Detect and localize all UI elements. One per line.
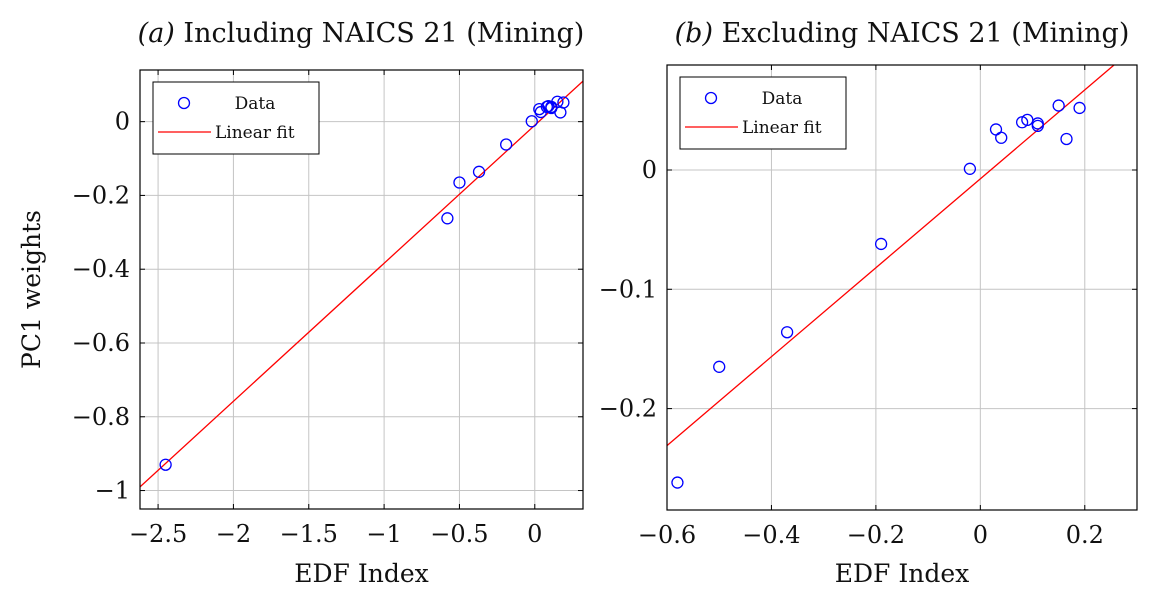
data-point — [874, 237, 888, 251]
y-tick-label: −0.2 — [599, 395, 657, 423]
data-point — [995, 131, 1008, 144]
data-point — [1052, 99, 1065, 112]
legend-label-fit: Linear fit — [742, 118, 822, 138]
data-point — [780, 326, 794, 339]
chart-title-prefix: (b) — [675, 18, 713, 49]
x-tick-label: 0 — [973, 521, 988, 549]
x-axis-label: EDF Index — [835, 559, 969, 588]
legend: Data Linear fit — [679, 76, 847, 150]
y-tick-label: −0.2 — [72, 181, 130, 209]
x-tick-label: −1.5 — [280, 520, 338, 548]
chart-panel-1: −2.5 −2 −1.5 −1 −0.5 0 0 −0.2 −0.4 −0.6 −0.8 −1 Data… — [17, 18, 584, 588]
data-point — [472, 165, 486, 178]
y-tick-label: −0.1 — [599, 275, 657, 303]
chart-title-text: Excluding NAICS 21 (Mining) — [713, 18, 1129, 49]
legend-label-fit: Linear fit — [215, 123, 295, 143]
data-point — [441, 212, 454, 225]
chart-title-text: Including NAICS 21 (Mining) — [175, 18, 584, 49]
legend-label-data: Data — [235, 94, 276, 114]
x-tick-label: 0 — [527, 520, 542, 548]
data-point — [1073, 101, 1086, 115]
legend-marker-data — [177, 96, 191, 110]
chart-title: (b) Excluding NAICS 21 (Mining) — [675, 18, 1130, 49]
data-point — [963, 162, 977, 175]
data-point — [989, 123, 1003, 136]
plot-area — [667, 65, 1115, 489]
y-tick-label: −0.4 — [72, 255, 130, 283]
y-tick-label: −0.8 — [72, 403, 130, 431]
plot-frame — [139, 69, 584, 510]
data-point — [159, 458, 172, 471]
x-tick-label: −2.5 — [129, 520, 187, 548]
data-point — [554, 106, 567, 119]
data-point — [500, 138, 513, 151]
x-tick-label: −2 — [216, 520, 251, 548]
legend: Data Linear fit — [152, 81, 320, 155]
legend-box — [152, 81, 320, 155]
chart-title-prefix: (a) — [138, 18, 175, 49]
x-tick-label: −0.6 — [638, 521, 696, 549]
plot-area — [140, 80, 583, 488]
data-point — [525, 115, 538, 128]
x-tick-label: −0.2 — [847, 521, 905, 549]
x-tick-label: 0.2 — [1066, 521, 1104, 549]
x-tick-label: −0.5 — [430, 520, 488, 548]
data-point — [453, 176, 466, 189]
data-point — [1060, 132, 1073, 146]
y-tick-label: 0 — [642, 156, 657, 184]
x-tick-label: −1 — [366, 520, 401, 548]
data-point — [1031, 117, 1044, 130]
chart-title: (a) Including NAICS 21 (Mining) — [138, 18, 585, 49]
y-tick-label: 0 — [115, 108, 130, 136]
chart-panel-2: −0.6 −0.4 −0.2 0 0.2 0 −0.1 −0.2 Data Linear fit (… — [599, 18, 1138, 588]
x-tick-label: −0.4 — [742, 521, 800, 549]
x-axis-label: EDF Index — [294, 559, 428, 588]
data-point — [713, 360, 726, 373]
legend-box — [679, 76, 847, 150]
legend-label-data: Data — [762, 89, 803, 109]
plot-frame — [666, 64, 1138, 511]
legend-marker-data — [704, 91, 718, 105]
y-axis-label: PC1 weights — [17, 210, 46, 369]
y-tick-label: −0.6 — [72, 329, 130, 357]
y-tick-label: −1 — [95, 477, 130, 505]
data-point — [671, 476, 684, 489]
data-point — [557, 96, 570, 109]
